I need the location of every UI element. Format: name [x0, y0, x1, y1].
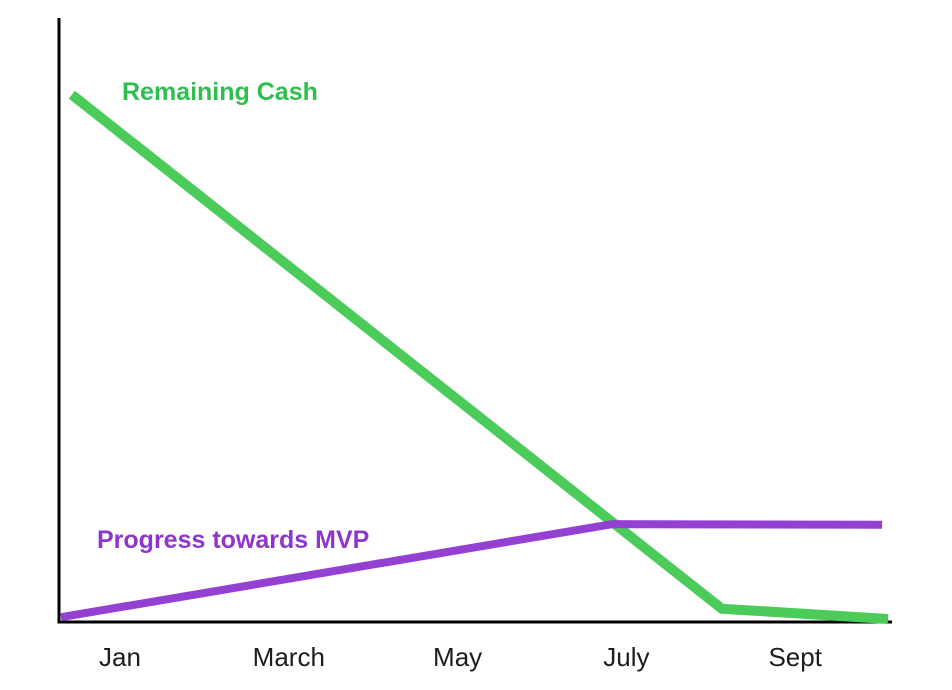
x-tick-label-march: March	[252, 642, 325, 672]
series-label-remaining-cash: Remaining Cash	[122, 78, 318, 106]
x-tick-label-may: May	[433, 642, 483, 672]
series-line-1	[60, 520, 883, 622]
x-tick-label-jan: Jan	[99, 642, 141, 672]
x-tick-label-sept: Sept	[768, 642, 822, 672]
series-lines	[60, 90, 889, 624]
x-tick-label-july: July	[603, 642, 650, 672]
series-label-progress-towards-mvp: Progress towards MVP	[97, 526, 370, 554]
series-line-0	[68, 90, 889, 624]
